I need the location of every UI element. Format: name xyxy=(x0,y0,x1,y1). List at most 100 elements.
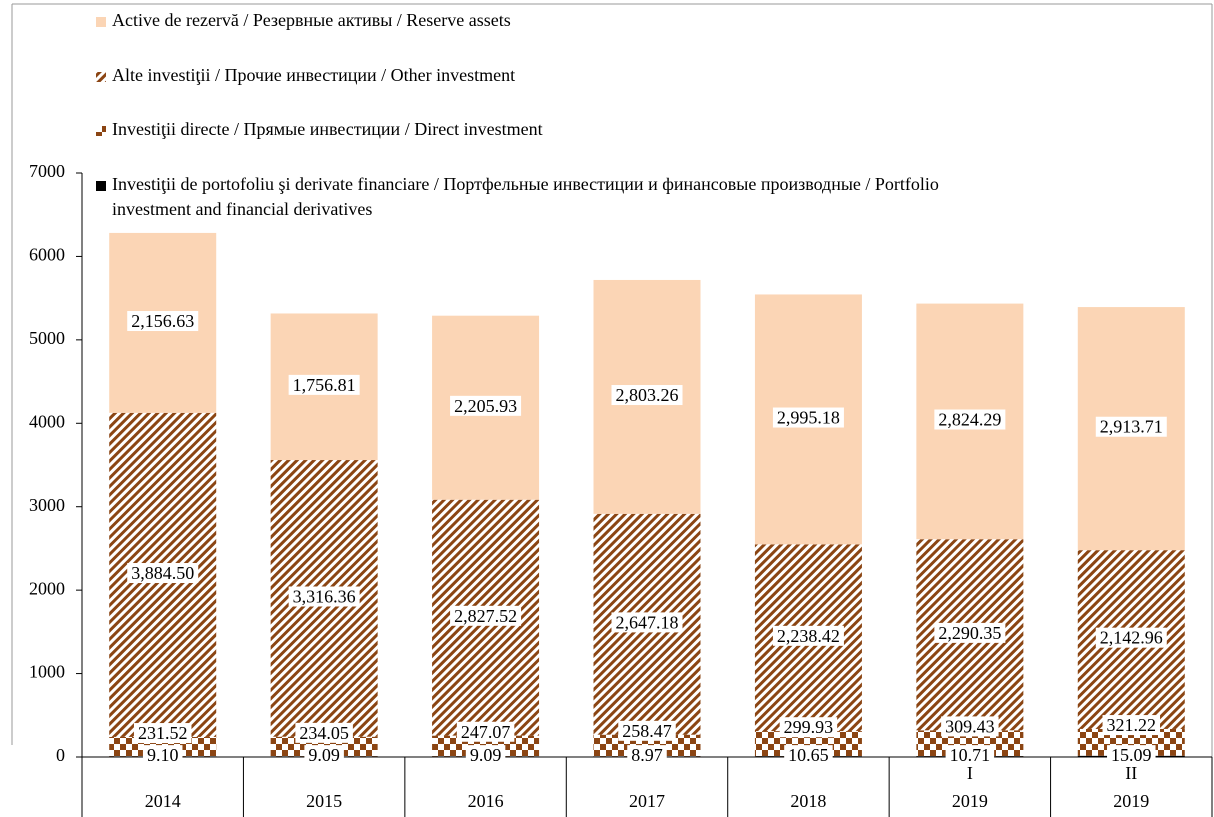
data-label: 2,205.93 xyxy=(454,396,517,416)
data-label-box xyxy=(1107,745,1156,766)
data-label-group: 2,238.42 xyxy=(772,625,844,646)
data-label-box xyxy=(133,723,192,744)
data-label-group: 247.07 xyxy=(456,721,515,742)
legend-label: Investiţii directe / Прямые инвестиции /… xyxy=(112,119,543,139)
data-label-box xyxy=(456,721,515,742)
legend-line: Investiţii de portofoliu şi derivate fin… xyxy=(112,174,939,194)
data-label-box xyxy=(772,625,844,646)
data-label: 321.22 xyxy=(1107,715,1157,735)
data-label-box xyxy=(1102,715,1161,736)
data-label: 2,142.96 xyxy=(1100,628,1163,648)
data-label-group: 258.47 xyxy=(618,720,676,741)
x-tick-label: 2017 xyxy=(629,791,665,811)
data-label: 9.09 xyxy=(308,745,340,765)
data-label: 2,824.29 xyxy=(938,410,1001,430)
legend-label: Investiţii de portofoliu şi derivate fin… xyxy=(112,174,939,219)
data-label: 3,884.50 xyxy=(131,563,194,583)
data-label-box xyxy=(465,745,506,766)
x-tick-label: 2016 xyxy=(468,791,504,811)
y-tick-label: 2000 xyxy=(29,578,65,598)
data-label-group: 9.09 xyxy=(465,745,506,766)
data-label: 2,156.63 xyxy=(131,311,194,331)
data-label-group: 2,290.35 xyxy=(934,622,1006,643)
data-label-box xyxy=(142,745,183,766)
x-tick-label: 2014 xyxy=(145,791,181,811)
data-label-box xyxy=(945,745,995,766)
data-label: 9.10 xyxy=(147,745,179,765)
data-label-group: 15.09 xyxy=(1107,745,1156,766)
data-label-group: 231.52 xyxy=(133,723,192,744)
data-label: 1,756.81 xyxy=(293,375,356,395)
data-label-group: 1,756.81 xyxy=(288,374,360,395)
y-tick-label: 6000 xyxy=(29,245,65,265)
data-label-box xyxy=(127,563,199,584)
data-label-box xyxy=(627,745,667,766)
legend-marker xyxy=(96,126,106,136)
data-label-group: 2,647.18 xyxy=(611,612,683,633)
legend-marker xyxy=(96,72,106,82)
data-label: 10.71 xyxy=(950,745,991,765)
data-label: 299.93 xyxy=(784,717,834,737)
data-label-group: 2,824.29 xyxy=(934,409,1006,430)
x-sub-label: I xyxy=(967,763,973,783)
data-label-box xyxy=(288,374,360,395)
y-tick-label: 1000 xyxy=(29,662,65,682)
x-tick-label: 2018 xyxy=(790,791,826,811)
data-label-group: 2,156.63 xyxy=(127,311,199,332)
data-label-box xyxy=(450,605,522,626)
data-label-box xyxy=(941,716,999,737)
x-tick-label: 2015 xyxy=(306,791,342,811)
data-label-group: 2,205.93 xyxy=(450,395,522,416)
y-tick-label: 3000 xyxy=(29,495,65,515)
data-label-group: 10.65 xyxy=(784,745,833,766)
data-label-group: 2,803.26 xyxy=(611,385,683,406)
data-label-group: 321.22 xyxy=(1102,715,1161,736)
data-label: 234.05 xyxy=(299,723,349,743)
data-label: 2,827.52 xyxy=(454,606,517,626)
data-label: 2,647.18 xyxy=(616,612,679,632)
data-label-group: 234.05 xyxy=(295,722,353,743)
data-label: 247.07 xyxy=(461,722,511,742)
data-label: 3,316.36 xyxy=(293,587,356,607)
data-label: 9.09 xyxy=(470,745,502,765)
data-label: 2,238.42 xyxy=(777,626,840,646)
data-label: 2,290.35 xyxy=(938,623,1001,643)
data-label-group: 2,827.52 xyxy=(450,605,522,626)
x-tick-label: 2019 xyxy=(952,791,988,811)
data-label: 2,803.26 xyxy=(616,385,679,405)
data-label: 10.65 xyxy=(788,745,829,765)
data-label-box xyxy=(784,745,833,766)
data-label-box xyxy=(288,586,360,607)
data-label-group: 2,142.96 xyxy=(1095,627,1167,648)
data-label-box xyxy=(295,722,353,743)
data-label-box xyxy=(127,311,199,332)
data-label-box xyxy=(611,612,683,633)
data-label: 309.43 xyxy=(945,716,995,736)
x-sub-label: II xyxy=(1125,763,1137,783)
data-label-group: 309.43 xyxy=(941,716,999,737)
data-label-box xyxy=(779,717,838,738)
data-label-group: 2,913.71 xyxy=(1095,416,1167,437)
data-label-box xyxy=(611,385,683,406)
data-label: 231.52 xyxy=(138,723,188,743)
legend-marker xyxy=(96,17,106,27)
data-label-group: 2,995.18 xyxy=(772,407,844,428)
legend-label: Active de rezervă / Резервные активы / R… xyxy=(112,10,511,30)
data-label: 15.09 xyxy=(1111,745,1152,765)
y-tick-label: 7000 xyxy=(29,161,65,181)
data-label-group: 299.93 xyxy=(779,717,838,738)
data-label-box xyxy=(450,395,522,416)
data-label-box xyxy=(772,407,844,428)
data-label-group: 3,884.50 xyxy=(127,563,199,584)
x-tick-label: 2019 xyxy=(1113,791,1149,811)
data-label: 2,913.71 xyxy=(1100,417,1163,437)
y-tick-label: 4000 xyxy=(29,411,65,431)
legend-label: Alte investiţii / Прочие инвестиции / Ot… xyxy=(112,65,515,85)
data-label-group: 9.10 xyxy=(142,745,183,766)
data-label-box xyxy=(1095,416,1167,437)
legend-marker xyxy=(96,181,106,191)
legend-line: investment and financial derivatives xyxy=(112,199,372,219)
data-label: 8.97 xyxy=(631,745,663,765)
data-label-group: 3,316.36 xyxy=(288,586,360,607)
